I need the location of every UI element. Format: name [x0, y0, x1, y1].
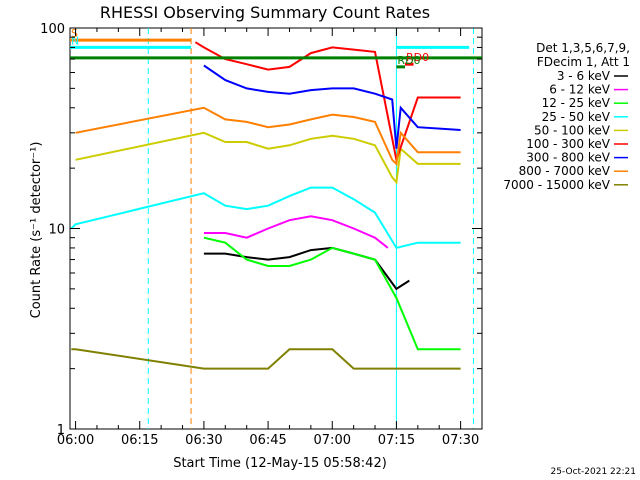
legend-label-0: 3 - 6 keV: [557, 69, 611, 83]
series-line-0: [203, 246, 410, 291]
flag-label-1: N: [71, 34, 79, 47]
legend-label-3: 25 - 50 keV: [542, 110, 611, 124]
legend: Det 1,3,5,6,7,9, FDecim 1, Att 1 3 - 6 k…: [503, 41, 630, 192]
flag-label-5: RD0: [397, 54, 420, 67]
legend-label-5: 100 - 300 keV: [526, 137, 610, 151]
legend-label-2: 12 - 25 keV: [542, 96, 611, 110]
x-tick-label-1: 06:15: [121, 433, 158, 448]
axes: 06:00 06:15 06:30 06:45 07:00 07:15 07:30 1 10 10…: [40, 22, 483, 448]
series-line-8: [71, 348, 461, 370]
legend-label-6: 300 - 800 keV: [526, 151, 610, 165]
x-tick-label-5: 07:15: [378, 433, 415, 448]
x-tick-label-3: 06:45: [249, 433, 286, 448]
x-tick-label-2: 06:30: [185, 433, 222, 448]
y-tick-label-2: 100: [40, 22, 65, 37]
x-tick-label-4: 07:00: [314, 433, 351, 448]
footer-timestamp: 25-Oct-2021 22:21: [551, 467, 636, 477]
legend-label-8: 7000 - 15000 keV: [503, 178, 610, 192]
y-tick-label-0: 1: [57, 423, 65, 438]
legend-header-line-1: Det 1,3,5,6,7,9,: [536, 41, 630, 55]
legend-header-line-2: FDecim 1, Att 1: [537, 55, 630, 69]
series-line-2: [203, 236, 461, 351]
series-group: [70, 41, 461, 370]
y-tick-label-1: 10: [48, 223, 65, 238]
series-line-4: [75, 131, 461, 185]
series-line-7: [75, 106, 461, 166]
series-line-6: [203, 64, 461, 149]
y-axis-label: Count Rate (s⁻¹ detector⁻¹): [29, 142, 44, 319]
series-line-1: [203, 215, 389, 249]
legend-label-7: 800 - 7000 keV: [519, 164, 611, 178]
legend-label-4: 50 - 100 keV: [534, 123, 611, 137]
series-line-3: [70, 186, 461, 250]
chart-title: RHESSI Observing Summary Count Rates: [100, 3, 430, 22]
x-axis-label: Start Time (12-May-15 05:58:42): [173, 456, 387, 471]
flag-label-0: S: [71, 27, 78, 40]
legend-label-1: 6 - 12 keV: [549, 83, 611, 97]
flag-label-4: RD0: [406, 51, 429, 64]
x-tick-label-0: 06:00: [57, 433, 94, 448]
x-tick-label-6: 07:30: [442, 433, 479, 448]
